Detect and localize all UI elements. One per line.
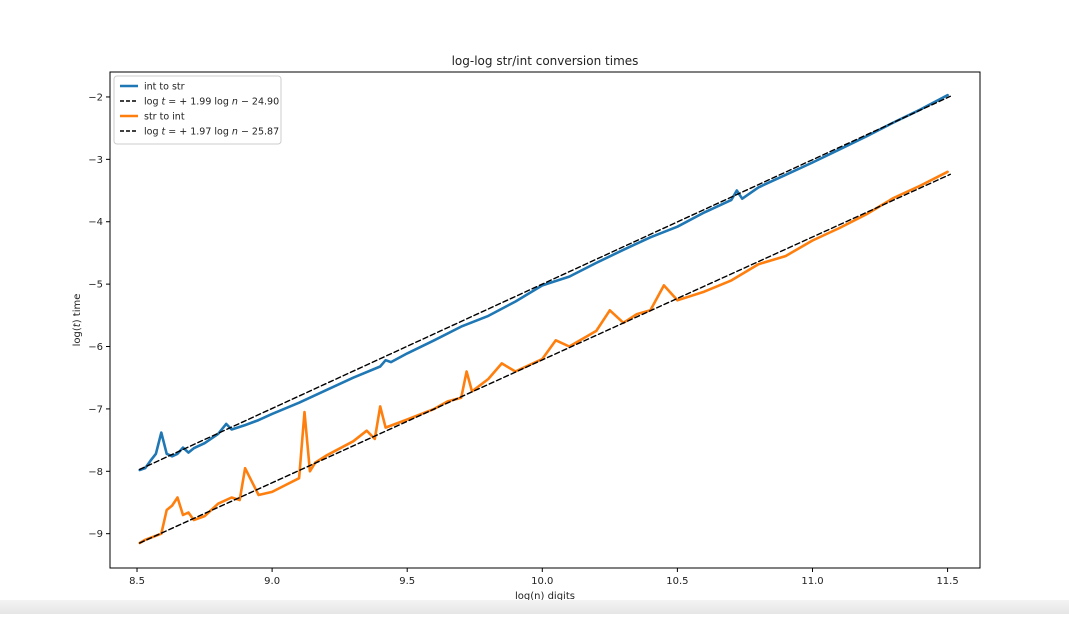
y-tick-label: −6	[88, 342, 103, 353]
series-line-int-to-str	[138, 93, 949, 472]
legend-label-int-to-str: int to str	[144, 82, 185, 93]
y-tick-label: −9	[88, 529, 103, 540]
y-tick-label: −8	[88, 467, 103, 478]
x-tick-label: 11.0	[801, 576, 823, 587]
y-tick-label: −3	[88, 155, 103, 166]
legend-label-fit-str-to-int: log t = + 1.97 log n − 25.87	[144, 127, 279, 138]
x-tick-label: 9.0	[264, 576, 280, 587]
legend-label-fit-int-to-str: log t = + 1.99 log n − 24.90	[144, 97, 279, 108]
y-tick-label: −2	[88, 92, 103, 103]
window-bottom-edge	[0, 600, 1069, 614]
y-axis-label: log(t) time	[72, 294, 83, 347]
legend-label-str-to-int: str to int	[144, 112, 185, 123]
chart-title: log-log str/int conversion times	[452, 54, 639, 68]
x-tick-label: 9.5	[399, 576, 415, 587]
series-line-fit-int-to-str	[139, 95, 951, 471]
x-axis-label: log(n) digits	[515, 591, 575, 602]
series-layer	[138, 93, 951, 545]
legend: int to str log t = + 1.99 log n − 24.90 st…	[113, 75, 282, 145]
series-line-str-to-int	[138, 170, 949, 545]
series-line-fit-str-to-int	[139, 173, 951, 544]
x-tick-label: 11.5	[936, 576, 958, 587]
plot-frame	[109, 71, 981, 569]
y-tick-label: −5	[88, 280, 103, 291]
x-tick-label: 10.5	[666, 576, 688, 587]
x-tick-label: 10.0	[531, 576, 553, 587]
x-tick-label: 8.5	[129, 576, 145, 587]
y-tick-label: −7	[88, 404, 103, 415]
ticks-layer: 8.5 9.0 9.5 10.0 10.5 11.0 11.5 −9 −8 −7 −6 −5 −4 −3 −…	[88, 92, 958, 587]
y-tick-label: −4	[88, 217, 103, 228]
legend-box	[113, 75, 282, 145]
